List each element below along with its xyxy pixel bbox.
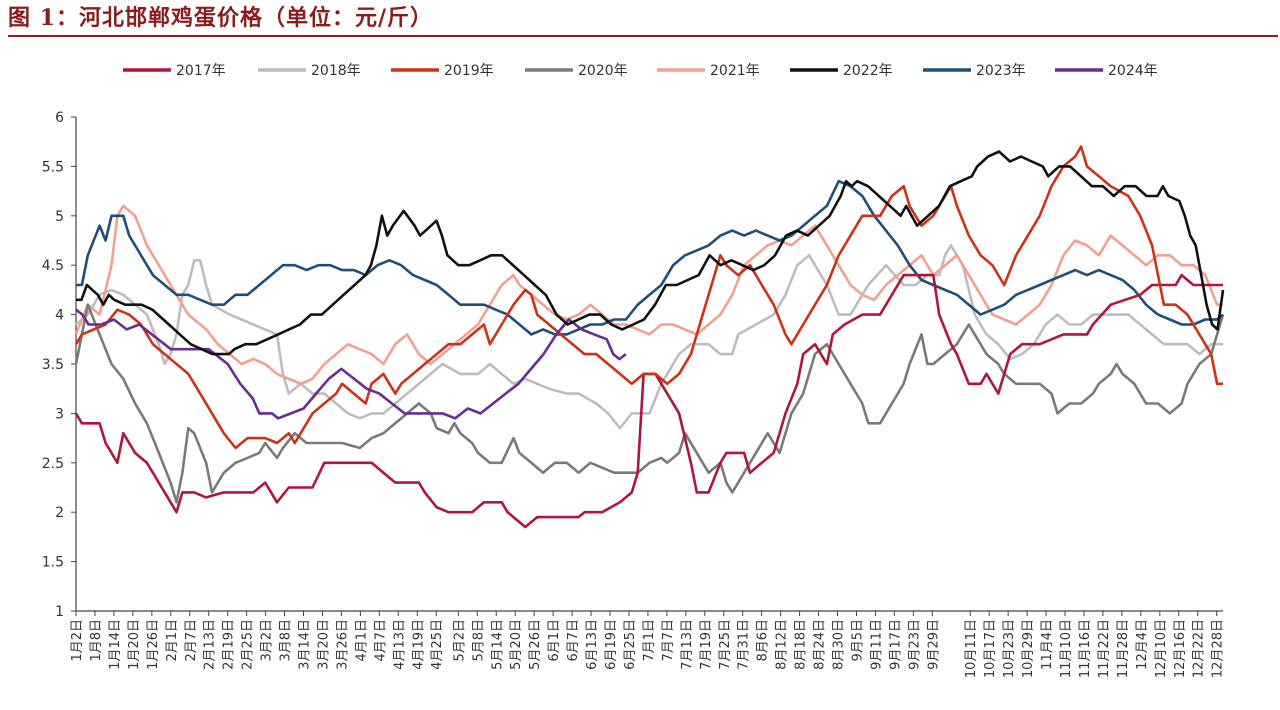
y-tick-label: 6: [55, 110, 64, 126]
series-line-5: [76, 150, 1225, 356]
x-tick-label: 3月26日: [335, 619, 350, 670]
x-tick-label: 8月30日: [832, 619, 847, 670]
y-tick-label: 2.5: [42, 456, 64, 472]
x-tick-label: 9月23日: [907, 619, 922, 670]
x-tick-label: 3月20日: [316, 619, 331, 670]
series-line-7: [75, 308, 627, 420]
legend-label-7: 2024年: [1108, 63, 1158, 79]
x-tick-label: 5月8日: [471, 619, 486, 662]
y-tick-label: 1.5: [42, 555, 64, 571]
x-tick-label: 9月5日: [850, 619, 865, 662]
x-tick-label: 4月25日: [430, 619, 445, 670]
x-tick-label: 10月11日: [964, 619, 979, 678]
x-tick-label: 8月18日: [794, 619, 809, 670]
x-tick-label: 4月7日: [373, 619, 388, 662]
series-line-2: [74, 145, 1223, 450]
series-line-4: [74, 204, 1223, 386]
legend-label-4: 2021年: [710, 63, 760, 79]
x-tick-label: 2月25日: [241, 619, 256, 670]
legend-label-5: 2022年: [843, 63, 893, 79]
x-tick-label: 1月14日: [108, 619, 123, 670]
x-tick-label: 11月16日: [1078, 619, 1093, 678]
y-tick-label: 3: [55, 406, 64, 422]
legend-label-0: 2017年: [176, 63, 226, 79]
x-tick-label: 10月29日: [1021, 619, 1036, 678]
legend-label-6: 2023年: [976, 63, 1026, 79]
x-tick-label: 11月22日: [1097, 619, 1112, 678]
y-tick-label: 5.5: [42, 159, 64, 175]
x-tick-label: 12月10日: [1154, 619, 1169, 678]
x-tick-label: 6月25日: [623, 619, 638, 670]
x-tick-label: 7月1日: [642, 619, 657, 662]
x-tick-label: 12月4日: [1135, 619, 1150, 670]
x-tick-label: 4月13日: [392, 619, 407, 670]
x-tick-label: 3月2日: [260, 619, 275, 662]
x-tick-label: 5月14日: [490, 619, 505, 670]
x-tick-label: 11月28日: [1116, 619, 1131, 678]
y-tick-label: 3.5: [42, 357, 64, 373]
series-line-6: [76, 179, 1224, 336]
x-tick-label: 1月8日: [89, 619, 104, 662]
x-tick-label: 9月17日: [888, 619, 903, 670]
x-tick-label: 9月11日: [869, 619, 884, 670]
x-tick-label: 6月7日: [566, 619, 581, 662]
x-tick-label: 2月7日: [184, 619, 199, 662]
y-tick-label: 2: [55, 505, 64, 521]
y-tick-label: 5: [55, 209, 64, 225]
x-tick-label: 2月13日: [203, 619, 218, 670]
legend-label-1: 2018年: [311, 63, 361, 79]
figure-title: 图 1：河北邯郸鸡蛋价格（单位：元/斤）: [8, 5, 434, 31]
y-tick-label: 4: [55, 308, 64, 324]
y-axis: 1 1.5 2 2.5 3 3.5 4 4.5 5 5.5 6: [42, 110, 77, 620]
x-tick-label: 5月20日: [509, 619, 524, 670]
x-tick-label: 7月19日: [699, 619, 714, 670]
x-tick-label: 4月19日: [411, 619, 426, 670]
x-axis: 1月2日 1月8日 1月14日 1月20日 1月26日 2月1日 2月7日 2月13日 2月19…: [70, 610, 1226, 678]
x-tick-label: 2月1日: [165, 619, 180, 662]
x-tick-label: 12月22日: [1192, 619, 1207, 678]
x-tick-label: 4月1日: [354, 619, 369, 662]
series-line-3: [74, 303, 1225, 504]
x-tick-label: 10月23日: [1002, 619, 1017, 678]
x-tick-label: 6月13日: [585, 619, 600, 670]
x-tick-label: 9月29日: [926, 619, 941, 670]
y-tick-label: 4.5: [42, 258, 64, 274]
x-tick-label: 8月24日: [813, 619, 828, 670]
x-tick-label: 5月26日: [528, 619, 543, 670]
x-tick-label: 12月28日: [1211, 619, 1226, 678]
x-tick-label: 10月17日: [983, 619, 998, 678]
x-tick-label: 6月19日: [604, 619, 619, 670]
x-tick-label: 1月26日: [146, 619, 161, 670]
x-tick-label: 7月13日: [680, 619, 695, 670]
legend-label-2: 2019年: [444, 63, 494, 79]
x-tick-label: 3月14日: [298, 619, 313, 670]
title-underline: [8, 35, 1278, 37]
x-tick-label: 5月2日: [452, 619, 467, 662]
plot-area: [74, 145, 1225, 529]
y-tick-label: 1: [55, 604, 64, 620]
x-tick-label: 7月25日: [718, 619, 733, 670]
x-tick-label: 1月2日: [70, 619, 85, 662]
x-tick-label: 3月8日: [279, 619, 294, 662]
x-tick-label: 11月4日: [1040, 619, 1055, 670]
x-tick-label: 12月16日: [1173, 619, 1188, 678]
x-tick-label: 11月10日: [1059, 619, 1074, 678]
x-tick-label: 2月19日: [222, 619, 237, 670]
series-line-0: [74, 273, 1223, 529]
legend: 2017年 2018年 2019年 2020年 2021年 2022年 2023年 2024年: [123, 63, 1158, 79]
x-tick-label: 7月31日: [737, 619, 752, 670]
x-tick-label: 8月12日: [775, 619, 790, 670]
x-tick-label: 8月6日: [756, 619, 771, 662]
series-line-1: [75, 244, 1223, 430]
x-tick-label: 6月1日: [547, 619, 562, 662]
x-tick-label: 7月7日: [661, 619, 676, 662]
legend-label-3: 2020年: [578, 63, 628, 79]
x-tick-label: 1月20日: [127, 619, 142, 670]
